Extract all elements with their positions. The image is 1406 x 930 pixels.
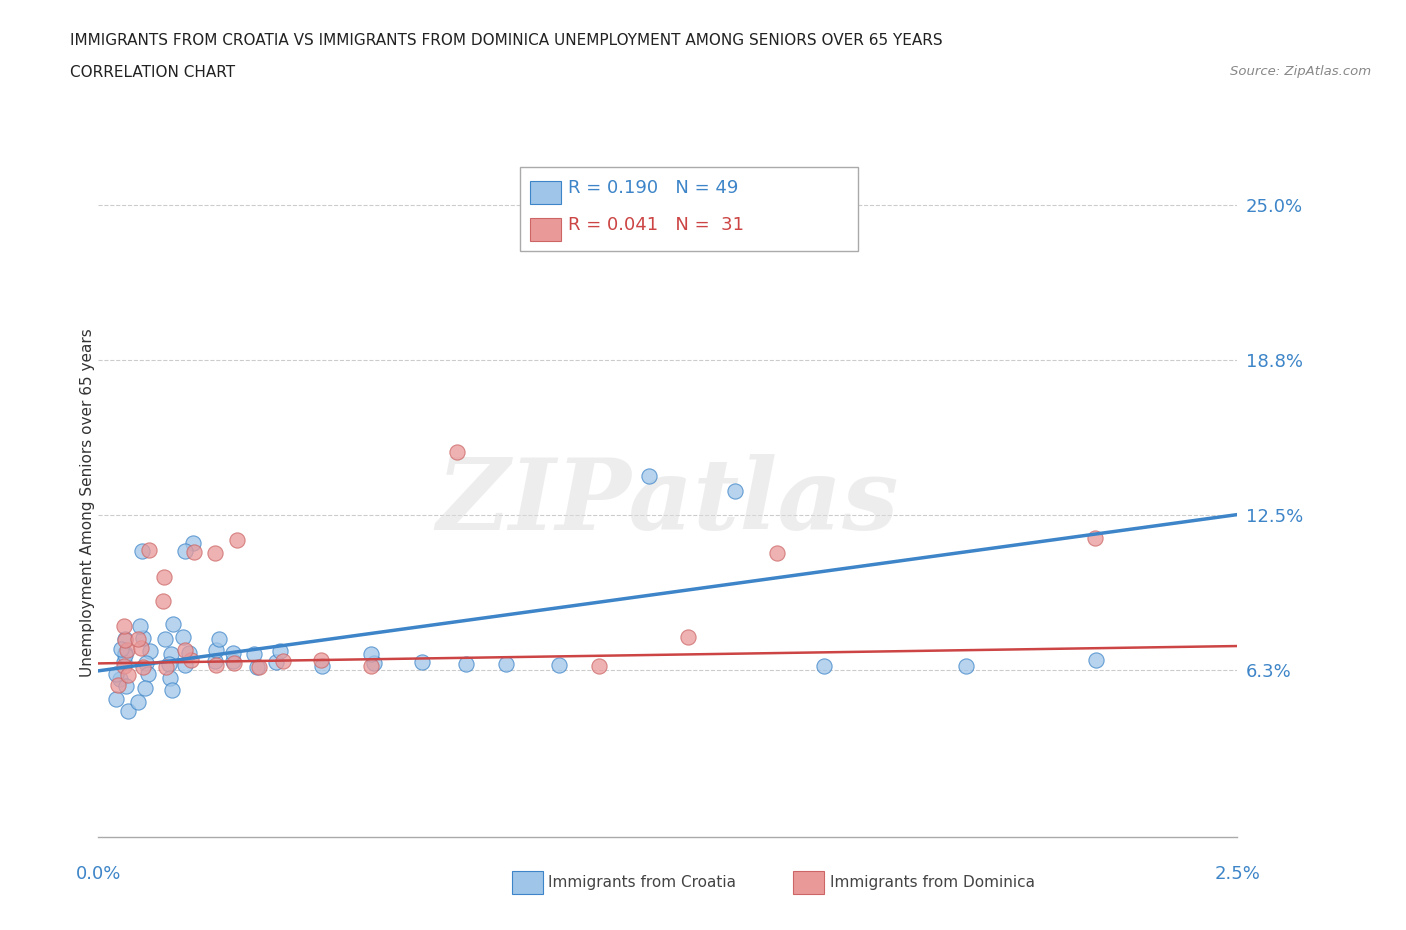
Point [112,618,135,633]
Point [454,657,477,671]
Point [132,659,155,674]
Text: CORRELATION CHART: CORRELATION CHART [70,65,235,80]
Point [309,653,332,668]
Point [246,659,269,674]
Point [271,654,294,669]
Point [183,536,205,551]
Point [172,630,194,644]
Point [115,643,138,658]
Point [153,631,176,646]
Point [138,667,160,682]
Point [127,695,149,710]
Point [114,645,136,660]
Point [269,644,291,658]
Point [446,445,468,459]
Point [224,656,246,671]
Point [360,646,382,661]
Point [411,655,433,670]
Point [152,594,174,609]
Point [225,532,247,547]
Point [955,658,977,673]
Point [180,653,202,668]
Point [134,681,156,696]
Point [155,659,177,674]
Point [1084,531,1107,546]
Text: R = 0.041   N =  31: R = 0.041 N = 31 [568,216,744,234]
Point [638,469,661,484]
Point [495,657,517,671]
Point [160,647,183,662]
Point [129,640,152,655]
Point [159,671,181,685]
Text: Source: ZipAtlas.com: Source: ZipAtlas.com [1230,65,1371,78]
Point [117,668,139,683]
Point [139,644,162,658]
Point [132,631,155,645]
Point [247,659,270,674]
Point [162,617,184,631]
Point [724,484,747,498]
Point [160,683,183,698]
Point [104,692,127,707]
Point [177,645,200,660]
Text: IMMIGRANTS FROM CROATIA VS IMMIGRANTS FROM DOMINICA UNEMPLOYMENT AMONG SENIORS O: IMMIGRANTS FROM CROATIA VS IMMIGRANTS FR… [70,33,943,47]
Point [153,569,176,584]
Point [110,672,132,687]
Point [114,631,136,646]
Text: Immigrants from Croatia: Immigrants from Croatia [548,875,737,890]
Point [204,643,226,658]
Text: ZIPatlas: ZIPatlas [437,454,898,551]
Point [678,630,700,644]
Point [174,658,197,672]
Point [766,546,789,561]
Point [208,631,231,646]
Point [135,656,157,671]
Point [1084,653,1107,668]
Point [114,632,136,647]
Text: 2.5%: 2.5% [1215,865,1260,884]
Point [264,655,287,670]
Point [204,654,226,669]
Point [183,545,205,560]
Point [222,654,245,669]
Point [138,542,160,557]
Point [129,618,152,633]
Point [110,642,132,657]
Point [174,643,197,658]
Text: 0.0%: 0.0% [76,865,121,884]
Point [204,546,226,561]
Point [112,655,135,670]
Point [127,631,149,646]
Point [363,656,385,671]
Point [588,658,610,673]
Point [112,658,135,673]
Point [242,646,264,661]
Text: Immigrants from Dominica: Immigrants from Dominica [830,875,1035,890]
Point [547,658,569,672]
Point [115,679,138,694]
Point [157,657,180,671]
Point [813,659,835,674]
Point [114,648,136,663]
Point [311,658,333,673]
Point [360,658,382,673]
Point [131,543,153,558]
Point [222,646,245,661]
Point [205,658,228,672]
Point [105,666,128,681]
Y-axis label: Unemployment Among Seniors over 65 years: Unemployment Among Seniors over 65 years [80,328,94,677]
Point [117,703,139,718]
Text: R = 0.190   N = 49: R = 0.190 N = 49 [568,179,738,197]
Point [173,544,195,559]
Point [107,678,129,693]
